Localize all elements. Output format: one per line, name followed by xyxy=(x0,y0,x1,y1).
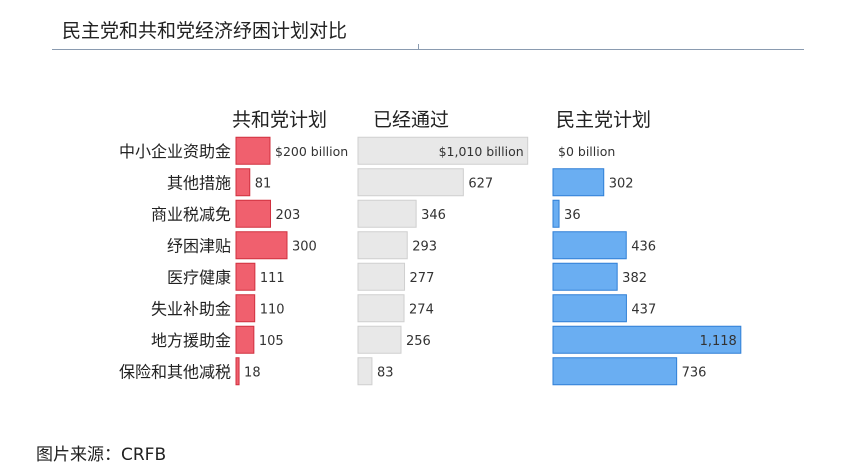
bar-1-7 xyxy=(357,357,373,386)
bar-1-6 xyxy=(357,325,402,354)
bar-2-5 xyxy=(552,294,627,323)
data-label-1-6: 256 xyxy=(406,334,431,349)
title-underline-tick xyxy=(418,44,419,49)
series-header-1: 已经通过 xyxy=(373,109,449,131)
data-label-0-2: 203 xyxy=(276,208,301,223)
bar-0-1 xyxy=(235,168,251,197)
category-label-7: 保险和其他减税 xyxy=(119,362,231,381)
bar-1-2 xyxy=(357,199,417,228)
data-label-2-3: 436 xyxy=(631,239,656,254)
category-label-5: 失业补助金 xyxy=(151,299,231,318)
category-label-0: 中小企业资助金 xyxy=(119,142,231,161)
data-label-0-1: 81 xyxy=(255,176,272,191)
data-label-0-6: 105 xyxy=(259,334,284,349)
bar-2-3 xyxy=(552,231,627,260)
data-label-1-0: $1,010 billion xyxy=(439,144,524,159)
bar-0-6 xyxy=(235,325,255,354)
bar-2-4 xyxy=(552,262,618,291)
bar-2-6 xyxy=(552,325,742,354)
bar-0-2 xyxy=(235,199,272,228)
bar-1-1 xyxy=(357,168,464,197)
bar-1-3 xyxy=(357,231,408,260)
data-label-2-6: 1,118 xyxy=(700,334,737,349)
data-label-1-3: 293 xyxy=(412,239,437,254)
category-label-1: 其他措施 xyxy=(167,173,231,192)
bar-1-5 xyxy=(357,294,405,323)
data-label-2-0: $0 billion xyxy=(558,144,615,159)
title-underline xyxy=(52,49,804,50)
source-note: 图片来源：CRFB xyxy=(36,445,167,465)
data-label-2-1: 302 xyxy=(609,176,634,191)
bar-2-2 xyxy=(552,199,560,228)
category-label-6: 地方援助金 xyxy=(151,331,231,350)
data-label-0-0: $200 billion xyxy=(275,144,348,159)
category-label-3: 纾困津贴 xyxy=(167,236,231,255)
data-label-0-3: 300 xyxy=(292,239,317,254)
series-header-2: 民主党计划 xyxy=(556,109,651,131)
category-label-2: 商业税减免 xyxy=(151,205,231,224)
data-label-2-7: 736 xyxy=(682,365,707,380)
data-label-2-2: 36 xyxy=(564,208,581,223)
bar-0-5 xyxy=(235,294,256,323)
bar-0-7 xyxy=(235,357,240,386)
data-label-1-7: 83 xyxy=(377,365,394,380)
data-label-0-5: 110 xyxy=(260,302,285,317)
bar-0-4 xyxy=(235,262,256,291)
data-label-0-7: 18 xyxy=(244,365,261,380)
bar-0-3 xyxy=(235,231,288,260)
bar-2-1 xyxy=(552,168,605,197)
series-header-0: 共和党计划 xyxy=(232,109,327,131)
data-label-2-5: 437 xyxy=(631,302,656,317)
data-label-1-5: 274 xyxy=(409,302,434,317)
bar-1-0 xyxy=(357,136,529,165)
chart-title: 民主党和共和党经济纾困计划对比 xyxy=(62,20,348,42)
data-label-1-1: 627 xyxy=(468,176,493,191)
bar-2-7 xyxy=(552,357,678,386)
data-label-0-4: 111 xyxy=(260,271,285,286)
bar-1-4 xyxy=(357,262,406,291)
bar-0-0 xyxy=(235,136,271,165)
data-label-1-2: 346 xyxy=(421,208,446,223)
category-label-4: 医疗健康 xyxy=(167,268,231,287)
data-label-1-4: 277 xyxy=(410,271,435,286)
data-label-2-4: 382 xyxy=(622,271,647,286)
